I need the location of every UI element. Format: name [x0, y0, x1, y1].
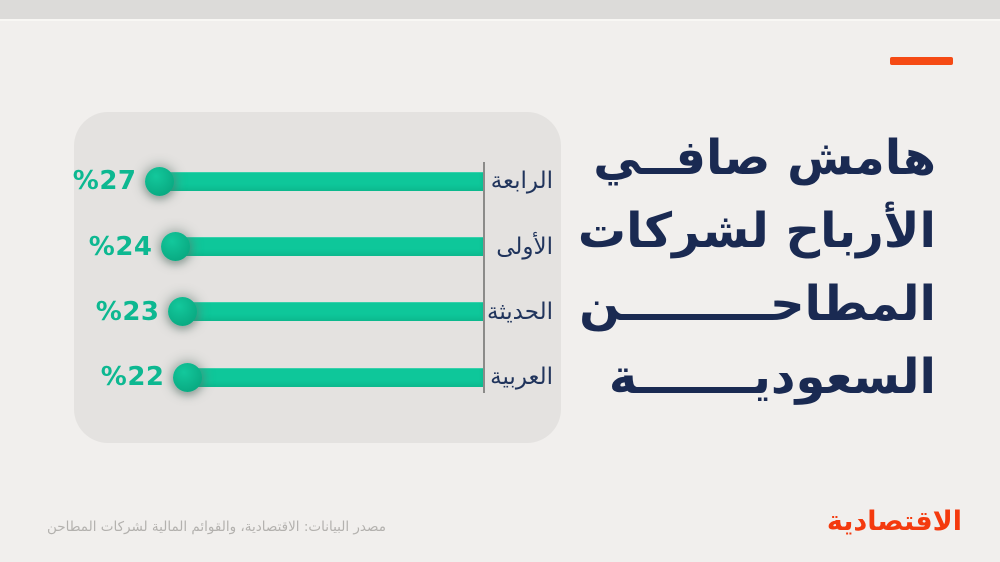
bar [159, 171, 483, 191]
bar [182, 302, 483, 321]
brand-logo: الاقتصادية [826, 506, 962, 537]
chart-title-line-3: المطاحـــــــــن [579, 276, 936, 332]
bar-category-label: العربية [490, 364, 553, 390]
bar-value-label: %27 [72, 166, 137, 196]
bar [175, 237, 483, 256]
chart-title-line-1: هامش صافــي [593, 130, 936, 186]
bar-value-label: %23 [95, 296, 160, 327]
bar-end-ball [144, 166, 174, 196]
bar-category-label: الرابعة [490, 168, 553, 194]
bar [187, 367, 483, 387]
bar-category-label: الأولى [496, 233, 553, 260]
brand-accent-dash [890, 57, 953, 65]
chart-title: هامش صافــي الأرباح لشركات المطاحـــــــ… [556, 122, 936, 414]
bar-end-ball [167, 297, 197, 326]
bar-value-label: %22 [100, 362, 165, 392]
chart-axis-line [483, 162, 485, 393]
bar-value-label: %24 [88, 231, 153, 262]
bar-end-ball [160, 232, 190, 261]
chart-title-line-2: الأرباح لشركات [577, 203, 936, 259]
data-source-note: مصدر البيانات: الاقتصادية، والقوائم الما… [47, 519, 386, 535]
bar-category-label: الحديثة [487, 298, 553, 325]
chart-panel: %27 الرابعة %24 الأولى %23 الحديثة %22 العربية [72, 112, 561, 443]
bar-end-ball [172, 362, 202, 392]
chart-title-line-4: السعوديـــــــة [608, 349, 936, 405]
top-band [0, 0, 1000, 21]
